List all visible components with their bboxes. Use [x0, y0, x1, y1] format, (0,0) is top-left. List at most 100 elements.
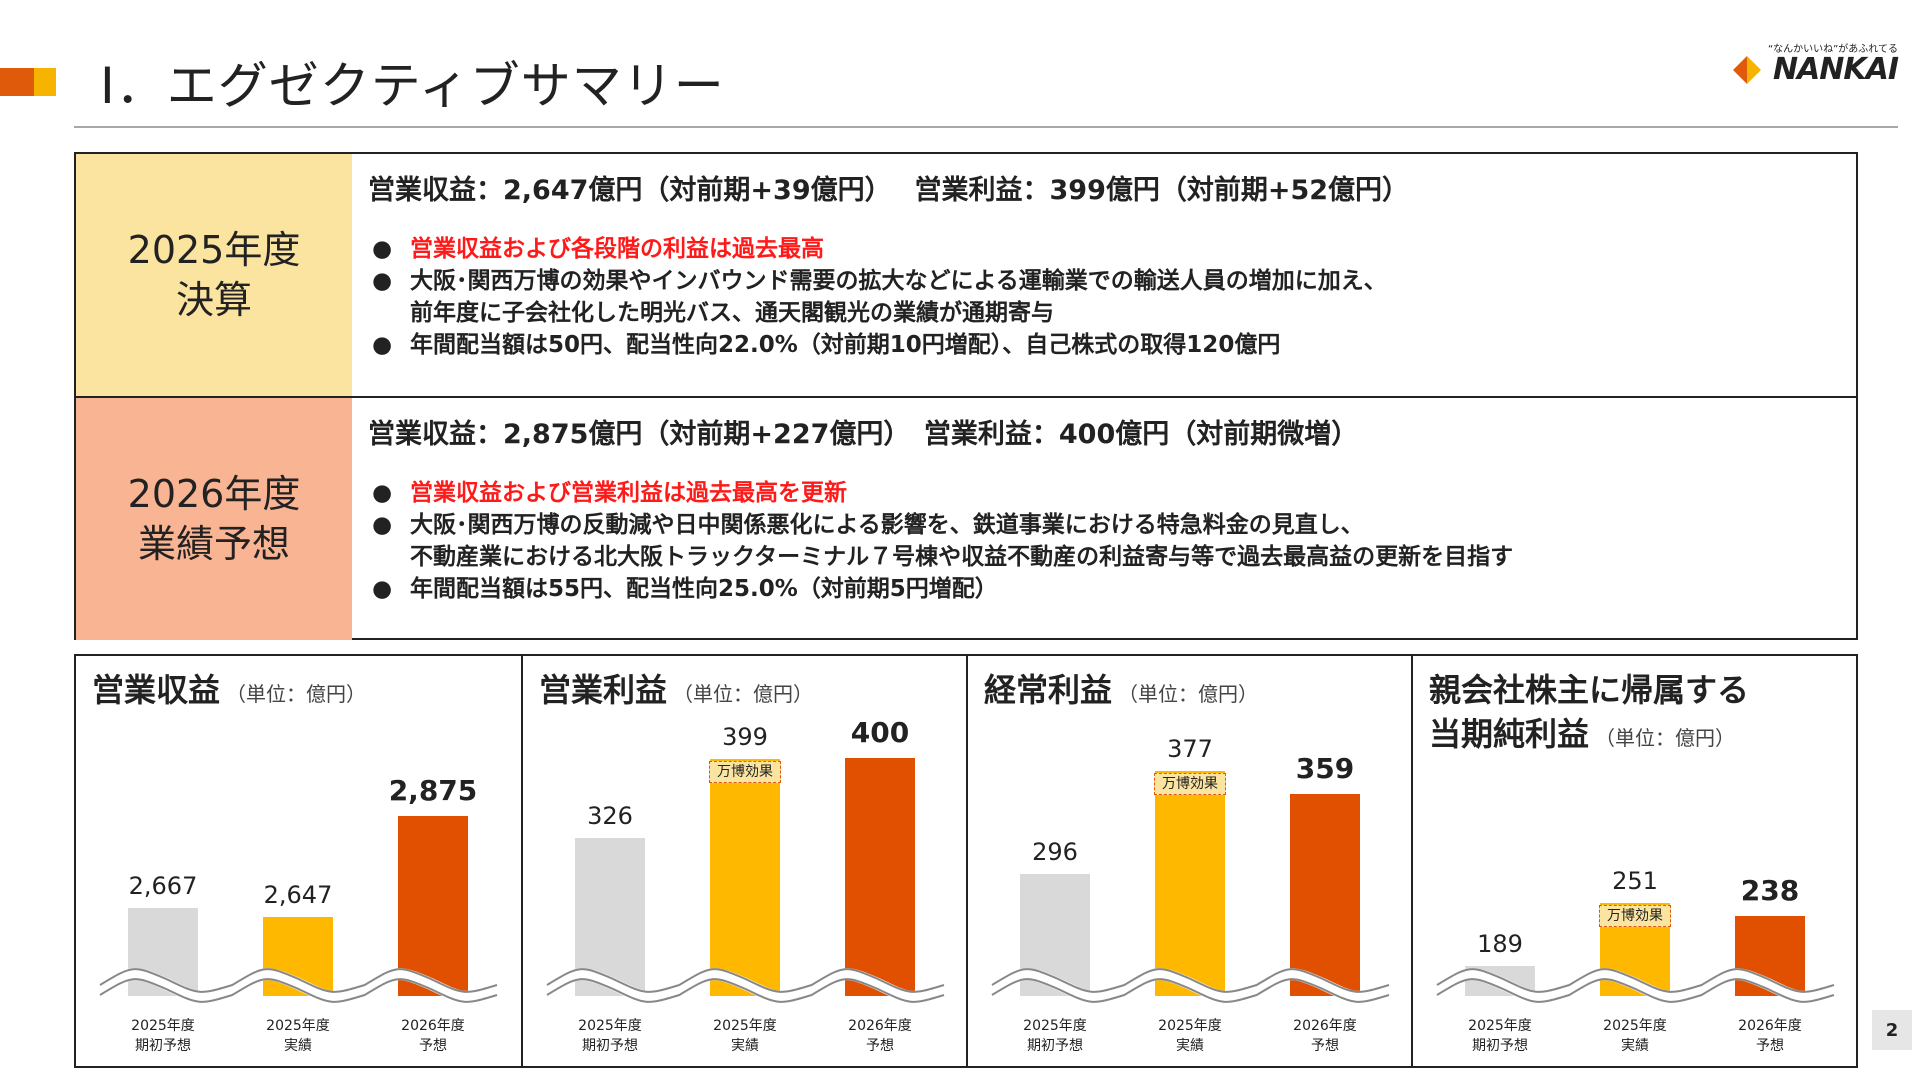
bar — [710, 759, 780, 996]
axis-break-line — [99, 968, 498, 993]
chart-title-line2: 当期純利益 （単位：億円） — [1429, 712, 1749, 760]
row-label: 2025年度 決算 — [76, 154, 352, 396]
axis-break-icon — [543, 968, 946, 1003]
bar — [1155, 771, 1225, 996]
bullet-item: ● 大阪･関西万博の反動減や日中関係悪化による影響を、鉄道事業における特急料金の見… — [368, 509, 1856, 541]
bullet-text: 不動産業における北大阪トラックターミナル７号棟や収益不動産の利益寄与等で過去最高… — [410, 544, 1514, 570]
chart-title: 営業利益 （単位：億円） — [539, 668, 813, 716]
bullet-text: 年間配当額は50円、配当性向22.0%（対前期10円増配）、自己株式の取得120… — [410, 332, 1281, 358]
axis-break-line — [991, 978, 1390, 1003]
chart-panel-ordinary-profit: 経常利益 （単位：億円） 296 2025年度 期初予想 万博効果 377 2025年度 実… — [966, 656, 1411, 1066]
row-label-line2: 決算 — [175, 278, 252, 322]
chart-title-text: 営業収益 — [92, 671, 221, 709]
chart-unit-label: （単位：億円） — [673, 682, 814, 706]
category-label: 2025年度 期初予想 — [578, 1018, 642, 1054]
axis-break-icon — [1433, 968, 1836, 1003]
bullet-text: 大阪･関西万博の反動減や日中関係悪化による影響を、鉄道事業における特急料金の見直… — [410, 512, 1364, 538]
charts-area: 営業収益 （単位：億円） 2,667 2025年度 期初予想 2,647 2025年度 実… — [74, 654, 1858, 1068]
row-label-line2: 業績予想 — [137, 522, 290, 566]
axis-break-line — [546, 978, 945, 1003]
data-label: 326 — [587, 802, 633, 831]
bar — [398, 815, 468, 996]
category-label: 2026年度 予想 — [1738, 1018, 1802, 1054]
summary-row-2026-forecast: 2026年度 業績予想 営業収益：2,875億円（対前期+227億円） 営業利益… — [76, 398, 1856, 640]
summary-row-2025-results: 2025年度 決算 営業収益：2,647億円（対前期+39億円） 営業利益：39… — [76, 154, 1856, 398]
chart-title-text: 当期純利益 — [1429, 715, 1590, 753]
bullet-text: 前年度に子会社化した明光バス、通天閣観光の業績が通期寄与 — [410, 300, 1054, 326]
page-number: 2 — [1872, 1010, 1912, 1050]
data-label: 189 — [1477, 930, 1523, 958]
category-label: 2025年度 実績 — [266, 1018, 330, 1054]
category-label: 2025年度 実績 — [713, 1018, 777, 1054]
summary-table: 2025年度 決算 営業収益：2,647億円（対前期+39億円） 営業利益：39… — [74, 152, 1858, 640]
bar — [845, 758, 915, 996]
chart-unit-label: （単位：億円） — [226, 682, 367, 706]
logo-tagline: “なんかいいね”があふれてる — [1767, 44, 1898, 55]
chart-title-text: 営業利益 — [539, 671, 668, 709]
axis-break-line — [546, 968, 945, 993]
axis-break-band — [543, 968, 946, 1003]
chart-title-line1: 親会社株主に帰属する — [1429, 671, 1750, 709]
data-label: 251 — [1612, 867, 1658, 896]
bullet-dot-icon: ● — [372, 480, 393, 506]
bullet-text: 年間配当額は55円、配当性向25.0%（対前期5円増配） — [410, 576, 998, 602]
title-accent-orange — [0, 68, 34, 96]
axis-break-line — [991, 968, 1390, 993]
bullet-item: ● 年間配当額は55円、配当性向25.0%（対前期5円増配） — [368, 573, 1856, 605]
expo-effect-badge: 万博効果 — [1599, 905, 1671, 928]
category-label: 2025年度 期初予想 — [1023, 1018, 1087, 1054]
category-label: 2026年度 予想 — [1293, 1018, 1357, 1054]
chart-unit-label: （単位：億円） — [1118, 682, 1259, 706]
logo-text: NANKAI — [1772, 52, 1899, 87]
bullet-text: 営業収益および各段階の利益は過去最高 — [410, 236, 824, 262]
chart-title-text: 経常利益 — [984, 671, 1113, 709]
chart-unit-label: （単位：億円） — [1595, 726, 1736, 750]
expo-effect-badge: 万博効果 — [709, 761, 781, 784]
expo-effect-badge: 万博効果 — [1154, 773, 1226, 796]
chart-title: 経常利益 （単位：億円） — [984, 668, 1258, 716]
title-accent-yellow — [34, 68, 56, 96]
category-label: 2026年度 予想 — [401, 1018, 465, 1054]
bar — [1290, 794, 1360, 996]
chart-panel-operating-profit: 営業利益 （単位：億円） 326 2025年度 期初予想 万博効果 399 2025年度 実… — [521, 656, 966, 1066]
bullet-dot-icon: ● — [372, 576, 393, 602]
bullet-text: 大阪･関西万博の効果やインバウンド需要の拡大などによる運輸業での輸送人員の増加に… — [410, 268, 1387, 294]
row-content: 営業収益：2,647億円（対前期+39億円） 営業利益：399億円（対前期+52… — [352, 154, 1856, 396]
axis-break-line — [1436, 968, 1835, 993]
bullet-dot-icon: ● — [372, 512, 393, 538]
bullet-text: 営業収益および営業利益は過去最高を更新 — [410, 480, 847, 506]
row-content: 営業収益：2,875億円（対前期+227億円） 営業利益：400億円（対前期微増… — [352, 398, 1856, 640]
data-label: 400 — [850, 716, 910, 750]
category-label: 2025年度 実績 — [1158, 1018, 1222, 1054]
row-label: 2026年度 業績予想 — [76, 398, 352, 640]
bullet-continuation: 前年度に子会社化した明光バス、通天閣観光の業績が通期寄与 — [368, 297, 1856, 329]
data-label: 2,667 — [128, 872, 198, 901]
data-label: 2,647 — [263, 881, 333, 910]
axis-break-band — [988, 968, 1391, 1003]
data-label: 377 — [1167, 735, 1213, 764]
title-divider — [74, 126, 1898, 128]
bullet-dot-icon: ● — [372, 236, 393, 262]
category-label: 2026年度 予想 — [848, 1018, 912, 1054]
row-headline: 営業収益：2,647億円（対前期+39億円） 営業利益：399億円（対前期+52… — [368, 175, 1410, 206]
data-label: 399 — [722, 723, 768, 752]
bullet-item: ● 営業収益および営業利益は過去最高を更新 — [368, 477, 1856, 509]
row-label-line1: 2026年度 — [127, 472, 301, 516]
chart-title: 親会社株主に帰属する 当期純利益 （単位：億円） — [1429, 668, 1749, 760]
row-label-line1: 2025年度 — [127, 228, 301, 272]
row-headline: 営業収益：2,875億円（対前期+227億円） 営業利益：400億円（対前期微増… — [368, 419, 1359, 450]
axis-break-line — [1436, 978, 1835, 1003]
bullet-dot-icon: ● — [372, 332, 393, 358]
data-label: 296 — [1032, 838, 1078, 867]
chart-panel-net-income: 親会社株主に帰属する 当期純利益 （単位：億円） 189 2025年度 期初予想 万博効果… — [1411, 656, 1856, 1066]
chart-panel-revenue: 営業収益 （単位：億円） 2,667 2025年度 期初予想 2,647 2025年度 実… — [76, 656, 521, 1066]
bullet-dot-icon: ● — [372, 268, 393, 294]
bullet-item: ● 営業収益および各段階の利益は過去最高 — [368, 233, 1856, 265]
axis-break-icon — [988, 968, 1391, 1003]
category-label: 2025年度 期初予想 — [1468, 1018, 1532, 1054]
bullet-item: ● 年間配当額は50円、配当性向22.0%（対前期10円増配）、自己株式の取得12… — [368, 329, 1856, 361]
data-label: 2,875 — [388, 773, 478, 807]
nankai-logo: NANKAI — [1729, 52, 1899, 87]
axis-break-band — [96, 968, 499, 1003]
bullet-item: ● 大阪･関西万博の効果やインバウンド需要の拡大などによる運輸業での輸送人員の増加… — [368, 265, 1856, 297]
